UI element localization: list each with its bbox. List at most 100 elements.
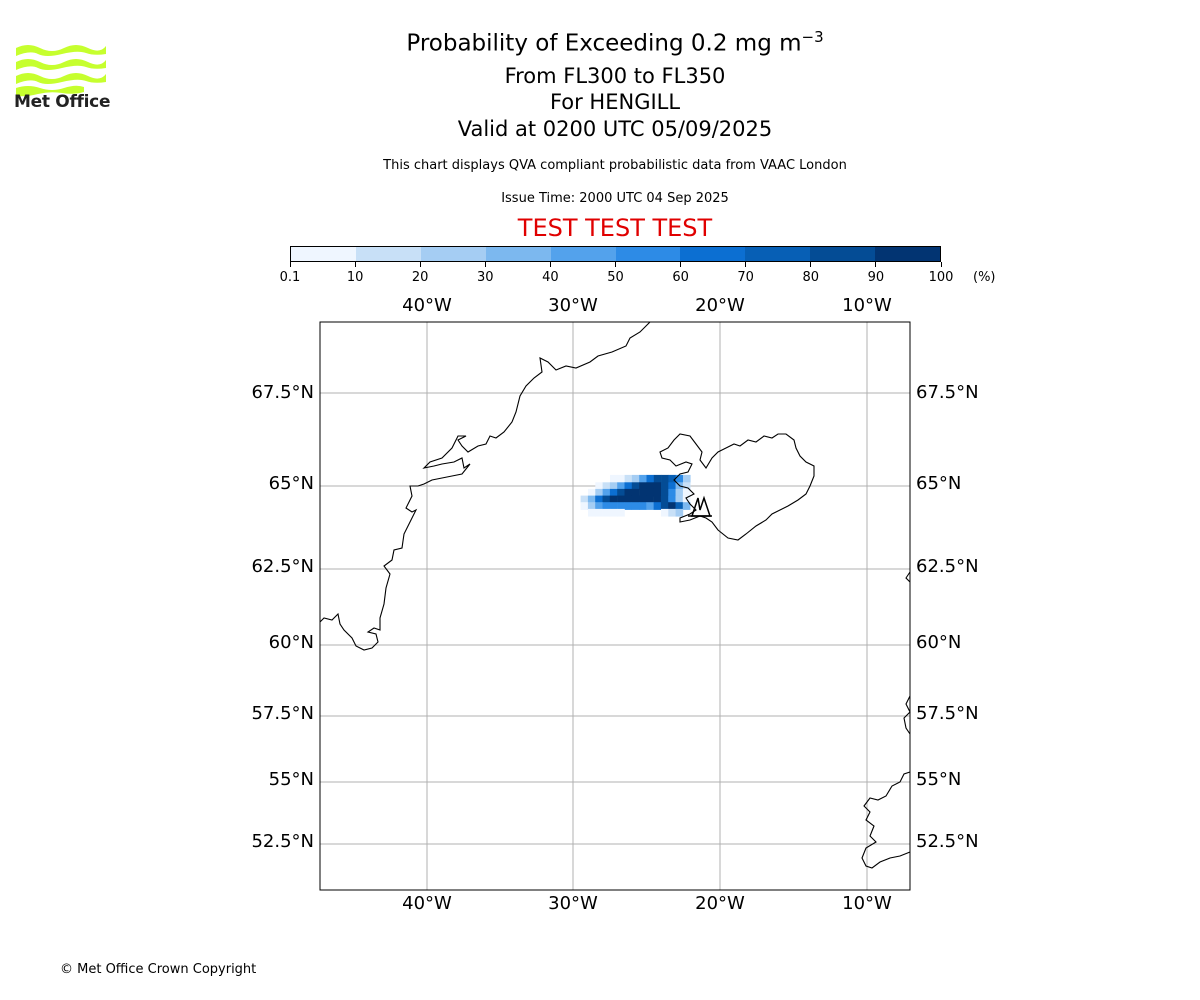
colorbar-segment (485, 247, 551, 261)
plume-cell (617, 482, 625, 490)
plume-cell (675, 488, 684, 497)
greenland-coastline (319, 321, 651, 651)
colorbar-units: (%) (973, 270, 996, 285)
colorbar-tick (875, 262, 877, 267)
plume-cell (668, 488, 676, 497)
lat-label-left: 62.5°N (251, 556, 314, 577)
colorbar-tick-label: 10 (346, 270, 364, 285)
colorbar-tick (484, 262, 486, 267)
lat-label-right: 65°N (916, 473, 962, 494)
colorbar-segment (680, 247, 746, 261)
lat-label-right: 62.5°N (916, 556, 979, 577)
plume-cell (660, 495, 669, 504)
plume-cell (646, 502, 654, 510)
colorbar-segment (745, 247, 811, 261)
plume-cell (682, 488, 691, 497)
plume-cell (646, 488, 654, 497)
lat-label-right: 52.5°N (916, 831, 979, 852)
plume-cell (595, 495, 603, 504)
lon-label-bottom: 30°W (548, 893, 598, 914)
plume-cell (587, 502, 596, 510)
plume-cell (668, 502, 676, 510)
coastlines (319, 321, 911, 869)
plume-cell (609, 502, 618, 510)
colorbar-tick (810, 262, 812, 267)
logo-text: Met Office (14, 92, 111, 112)
lat-label-right: 60°N (916, 632, 962, 653)
volcano-symbol-icon (688, 495, 712, 517)
lat-label-left: 67.5°N (251, 382, 314, 403)
colorbar-tick (549, 262, 551, 267)
plume-cell (602, 502, 611, 510)
lon-label-top: 40°W (402, 295, 452, 316)
colorbar-segment (875, 247, 941, 261)
plume-cell (609, 488, 618, 497)
plume-cell (668, 482, 676, 490)
plume-cell (580, 495, 589, 504)
plume-cell (668, 495, 676, 504)
plume-cell (661, 508, 669, 517)
lat-label-left: 55°N (268, 769, 314, 790)
colorbar-tick-label: 90 (867, 270, 885, 285)
plume-cell (602, 488, 611, 497)
met-office-logo-icon (16, 45, 106, 97)
colorbar-segment (291, 247, 356, 261)
plume-cell (661, 482, 669, 490)
colorbar-segment (615, 247, 681, 261)
plume-cell (617, 502, 625, 510)
plume-cell (588, 488, 596, 497)
lon-label-top: 10°W (842, 295, 892, 316)
plume-cell (631, 474, 640, 483)
colorbar-tick-label: 0.1 (279, 270, 301, 285)
issue-time: Issue Time: 2000 UTC 04 Sep 2025 (501, 191, 729, 206)
colorbar-tick-label: 70 (737, 270, 754, 285)
lat-label-left: 52.5°N (251, 831, 314, 852)
map-gridlines (320, 322, 910, 890)
plume-cell (624, 482, 633, 490)
plume-cell (639, 495, 647, 504)
plume-cell (661, 474, 669, 483)
plume-cell (617, 488, 625, 497)
plume-cell (653, 495, 662, 504)
plume-cell (661, 488, 669, 497)
colorbar-tick (745, 262, 747, 267)
plume-cell (675, 474, 684, 483)
plume-cell (617, 508, 625, 517)
plume-cell (609, 508, 618, 517)
plume-cell (631, 482, 640, 490)
plume-cell (617, 474, 625, 483)
plume-cell (602, 482, 611, 490)
colorbar-tick-label: 80 (802, 270, 820, 285)
lat-label-left: 57.5°N (251, 703, 314, 724)
colorbar-tick (354, 262, 356, 267)
ash-plume (580, 474, 691, 517)
lon-label-bottom: 10°W (842, 893, 892, 914)
plume-cell (653, 488, 662, 497)
colorbar-tick-label: 60 (672, 270, 689, 285)
volcano-name: For HENGILL (549, 90, 681, 114)
plume-cell (646, 495, 654, 504)
colorbar-tick-label: 100 (928, 270, 954, 285)
chart-title: Probability of Exceeding 0.2 mg m−3 (406, 28, 824, 57)
colorbar-tick (940, 262, 942, 267)
plume-cell (646, 474, 655, 483)
lon-label-top: 20°W (695, 295, 745, 316)
plume-cell (660, 502, 669, 510)
flight-level-range: From FL300 to FL350 (504, 64, 726, 88)
colorbar-tick (419, 262, 421, 267)
colorbar-tick (680, 262, 682, 267)
lat-label-left: 65°N (268, 473, 314, 494)
plume-cell (653, 482, 662, 490)
ireland-coastline (861, 771, 911, 869)
plume-cell (609, 495, 618, 504)
plume-cell (602, 495, 611, 504)
lat-label-right: 57.5°N (916, 703, 979, 724)
colorbar-tick (289, 262, 291, 267)
plume-cell (588, 508, 596, 517)
copyright-notice: © Met Office Crown Copyright (60, 962, 257, 977)
colorbar-tick (615, 262, 616, 267)
plume-cell (646, 482, 654, 490)
plume-cell (631, 502, 640, 510)
colorbar-tick-label: 40 (542, 270, 559, 285)
